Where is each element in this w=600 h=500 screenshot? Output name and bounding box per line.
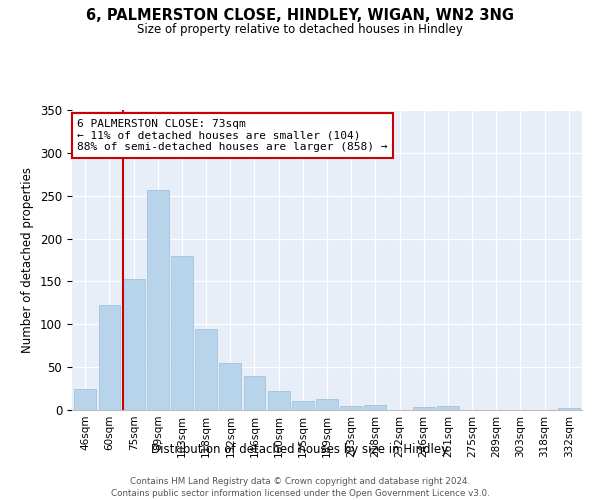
Bar bbox=[123, 279, 145, 410]
Bar bbox=[437, 406, 459, 410]
Bar bbox=[340, 406, 362, 410]
Bar bbox=[195, 328, 217, 410]
Bar bbox=[74, 390, 96, 410]
Bar bbox=[364, 405, 386, 410]
Bar bbox=[413, 406, 434, 410]
Text: Distribution of detached houses by size in Hindley: Distribution of detached houses by size … bbox=[151, 442, 449, 456]
Text: Contains public sector information licensed under the Open Government Licence v3: Contains public sector information licen… bbox=[110, 489, 490, 498]
Text: 6 PALMERSTON CLOSE: 73sqm
← 11% of detached houses are smaller (104)
88% of semi: 6 PALMERSTON CLOSE: 73sqm ← 11% of detac… bbox=[77, 119, 388, 152]
Bar bbox=[292, 400, 314, 410]
Text: Size of property relative to detached houses in Hindley: Size of property relative to detached ho… bbox=[137, 22, 463, 36]
Bar bbox=[147, 190, 169, 410]
Bar bbox=[268, 391, 290, 410]
Bar bbox=[316, 399, 338, 410]
Bar bbox=[220, 363, 241, 410]
Y-axis label: Number of detached properties: Number of detached properties bbox=[22, 167, 34, 353]
Text: 6, PALMERSTON CLOSE, HINDLEY, WIGAN, WN2 3NG: 6, PALMERSTON CLOSE, HINDLEY, WIGAN, WN2… bbox=[86, 8, 514, 22]
Bar bbox=[98, 304, 121, 410]
Text: Contains HM Land Registry data © Crown copyright and database right 2024.: Contains HM Land Registry data © Crown c… bbox=[130, 478, 470, 486]
Bar bbox=[558, 408, 580, 410]
Bar bbox=[171, 256, 193, 410]
Bar bbox=[244, 376, 265, 410]
